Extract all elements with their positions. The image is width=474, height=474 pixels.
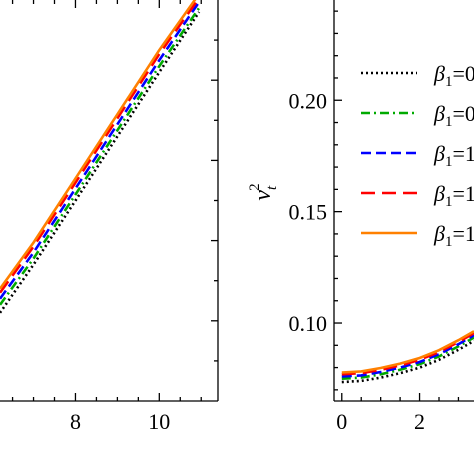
legend-label-3: β1=1 [433,141,474,170]
right-x-tick-label: 2 [414,409,425,434]
right-x-tick-label: 0 [336,409,347,434]
right-y-tick-label: 0.15 [289,200,328,225]
right-series-group [341,330,474,384]
left-series-line-3 [0,1,201,300]
right-series-line-3 [341,334,474,378]
right-series-line-2 [341,336,474,380]
right-series-line-4 [341,331,474,376]
left-panel: 8 10 [0,0,219,434]
left-x-tick-label: 8 [70,409,81,434]
left-series-line-1 [0,11,201,314]
left-x-tick-label: 10 [148,409,170,434]
left-series-line-5 [0,0,197,290]
legend-label-2: β1=0 [433,101,474,130]
right-y-tick-label: 0.20 [289,88,328,113]
right-y-axis-label: vt2 [247,183,280,200]
left-series-group [0,0,201,314]
right-y-tick-label: 0.10 [289,311,328,336]
right-legend: β1=0 β1=0 β1=1 β1=1 β1=1 [361,61,474,250]
left-series-line-2 [0,7,201,306]
legend-label-5: β1=1 [433,221,474,250]
left-series-line-4 [0,0,200,294]
right-series-line-5 [341,330,474,374]
legend-label-4: β1=1 [433,181,474,210]
right-panel: 0.10 0.15 0.20 0 2 vt2 β1=0 β1=0 β1=1 β1=1 β1=1 [247,0,474,434]
legend-label-1: β1=0 [433,61,474,90]
